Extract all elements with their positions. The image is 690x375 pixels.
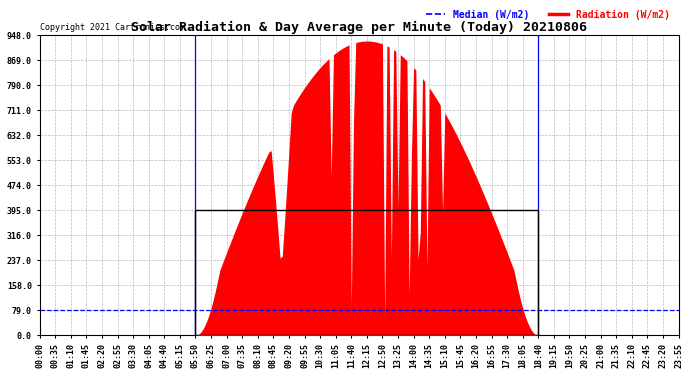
Title: Solar Radiation & Day Average per Minute (Today) 20210806: Solar Radiation & Day Average per Minute… bbox=[131, 21, 587, 34]
Text: Copyright 2021 Cartronics.com: Copyright 2021 Cartronics.com bbox=[40, 23, 185, 32]
Bar bbox=[195, 210, 538, 335]
Legend: Median (W/m2), Radiation (W/m2): Median (W/m2), Radiation (W/m2) bbox=[422, 6, 673, 24]
